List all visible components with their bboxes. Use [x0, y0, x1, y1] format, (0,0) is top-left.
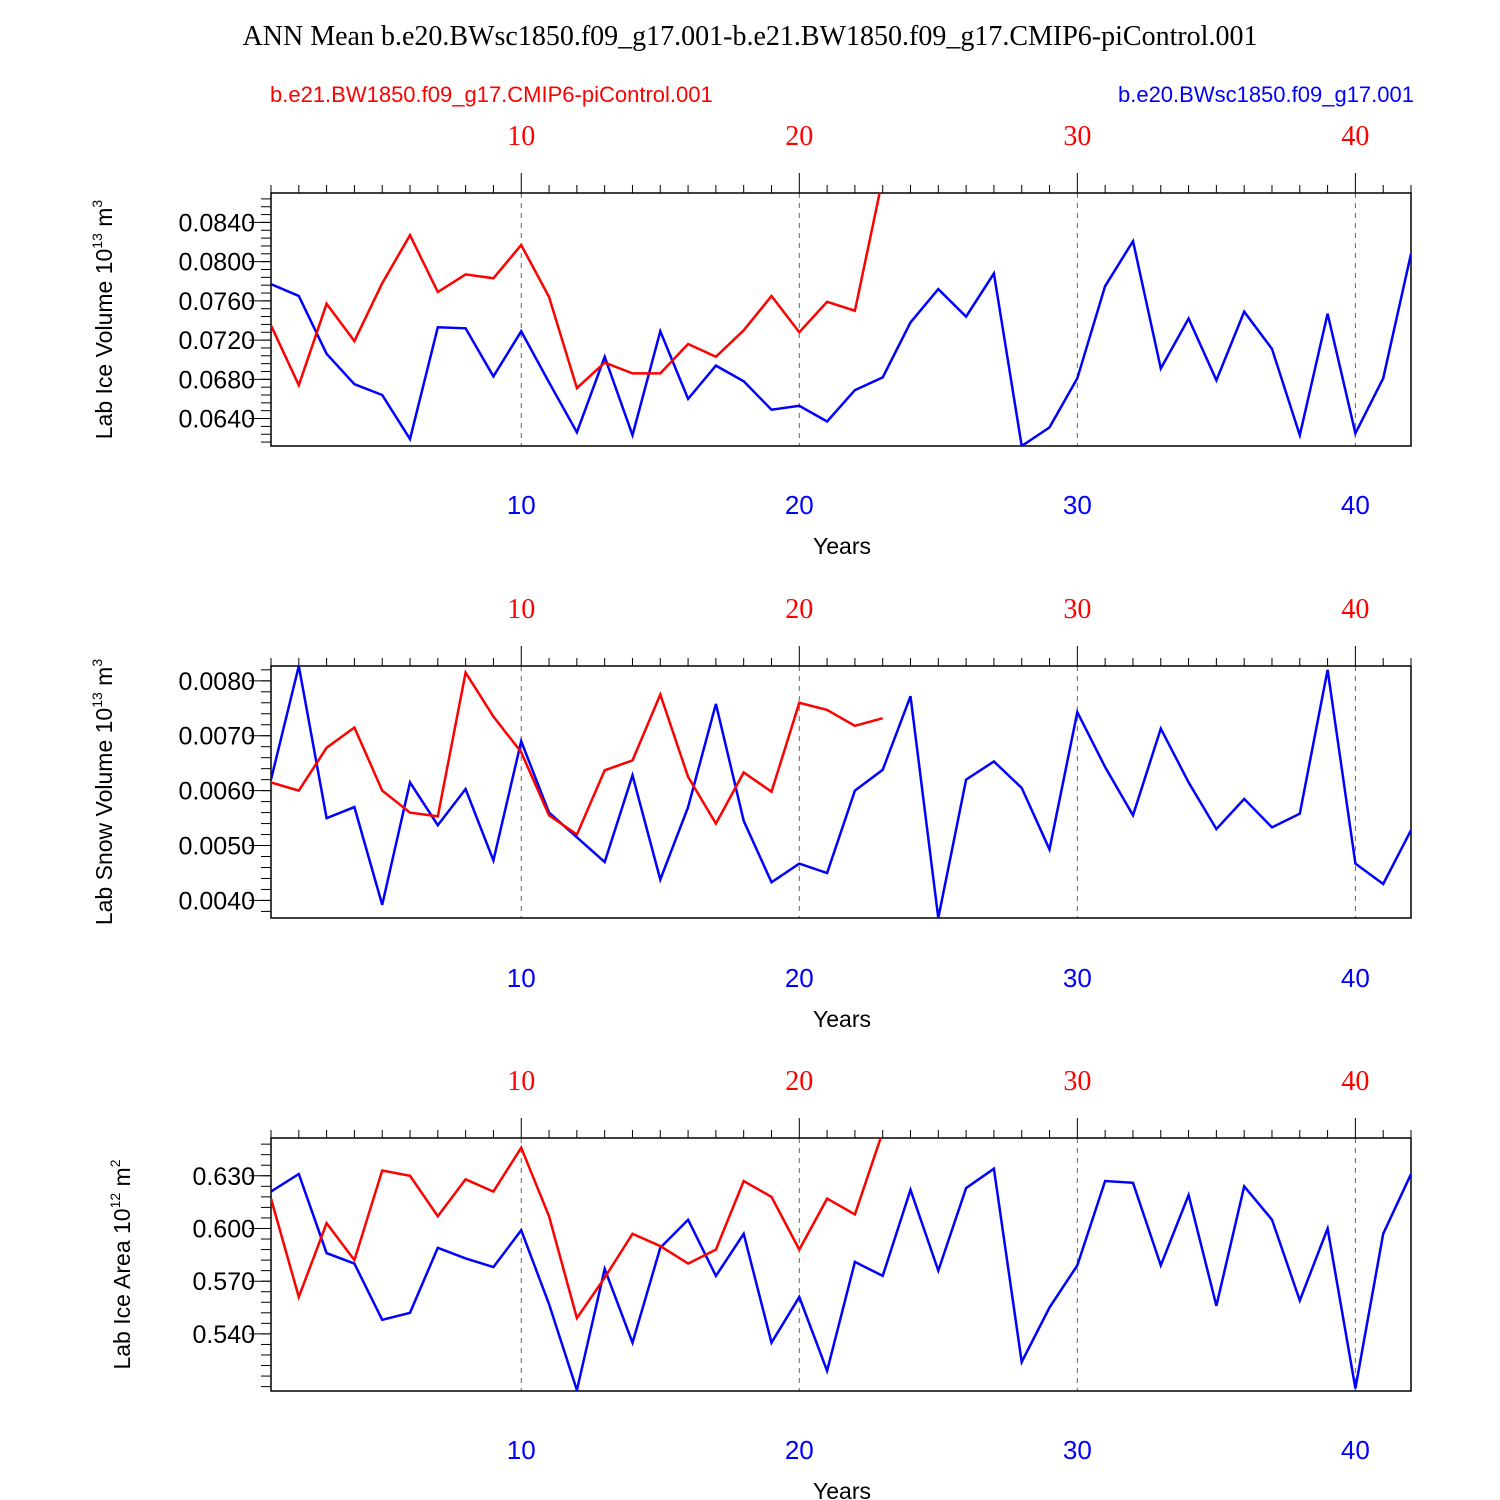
top-x-tick-label: 30: [1063, 594, 1091, 625]
bottom-x-tick-label: 20: [785, 490, 814, 520]
bottom-x-tick-label: 30: [1063, 490, 1092, 520]
series-line-blue: [271, 666, 1411, 918]
bottom-x-tick-label: 10: [507, 490, 536, 520]
y-tick-label: 0.570: [192, 1268, 255, 1296]
top-x-tick-label: 20: [785, 594, 813, 625]
series-line-red: [271, 193, 881, 391]
top-x-tick-label: 10: [507, 1066, 535, 1097]
plot-frame: [270, 665, 1412, 919]
y-tick-label: 0.0050: [179, 833, 255, 861]
y-tick-label: 0.0070: [179, 723, 255, 751]
y-tick-label: 0.0720: [179, 327, 255, 355]
bottom-x-tick-label: 30: [1063, 963, 1092, 993]
y-axis-label: Lab Ice Volume 1013 m3: [89, 200, 117, 440]
top-x-tick-label: 20: [785, 1066, 813, 1097]
legend-blue-series: b.e20.BWsc1850.f09_g17.001: [1118, 82, 1414, 107]
series-line-blue: [271, 1166, 1411, 1391]
top-x-tick-label: 30: [1063, 121, 1091, 152]
x-axis-label: Years: [813, 1006, 871, 1032]
y-tick-label: 0.0080: [179, 668, 255, 696]
x-axis-label: Years: [813, 1478, 871, 1500]
panel-3: 0.540 0.570 0.600 0.630 10 20 30 40 10 20 30 40 Year…: [107, 1066, 1412, 1500]
y-tick-label: 0.0640: [179, 406, 255, 434]
top-x-tick-label: 20: [785, 121, 813, 152]
series-line-red: [271, 669, 884, 837]
panel-1: 0.0640 0.0680 0.0720 0.0760 0.0800 0.0840 10 20…: [89, 121, 1412, 559]
bottom-x-tick-label: 10: [507, 963, 536, 993]
bottom-x-tick-label: 40: [1341, 490, 1370, 520]
chart-title: ANN Mean b.e20.BWsc1850.f09_g17.001-b.e2…: [243, 21, 1258, 52]
plot-frame: [270, 1137, 1412, 1392]
y-tick-label: 0.0040: [179, 887, 255, 915]
bottom-x-tick-label: 20: [785, 963, 814, 993]
series-group: [271, 1138, 1411, 1391]
bottom-x-tick-label: 30: [1063, 1435, 1092, 1465]
bottom-x-tick-label: 20: [785, 1435, 814, 1465]
y-axis-label: Lab Ice Area 1012 m2: [107, 1159, 135, 1369]
y-tick-label: 0.540: [192, 1321, 255, 1349]
y-tick-label: 0.0840: [179, 209, 255, 237]
series-group: [271, 193, 1411, 446]
top-x-tick-label: 40: [1341, 1066, 1369, 1097]
series-group: [271, 666, 1411, 918]
y-tick-label: 0.0060: [179, 778, 255, 806]
bottom-x-tick-label: 40: [1341, 1435, 1370, 1465]
plot-frame: [270, 192, 1412, 447]
top-x-tick-label: 10: [507, 594, 535, 625]
y-tick-label: 0.0680: [179, 366, 255, 394]
series-line-blue: [271, 237, 1411, 446]
bottom-x-tick-label: 10: [507, 1435, 536, 1465]
y-tick-label: 0.0760: [179, 288, 255, 316]
series-line-red: [271, 1138, 882, 1322]
panel-2: 0.0040 0.0050 0.0060 0.0070 0.0080 10 20 30 40 10…: [89, 594, 1412, 1032]
top-x-tick-label: 40: [1341, 594, 1369, 625]
y-tick-label: 0.600: [192, 1215, 255, 1243]
top-x-tick-label: 30: [1063, 1066, 1091, 1097]
top-x-tick-label: 10: [507, 121, 535, 152]
y-axis-label: Lab Snow Volume 1013 m3: [89, 659, 117, 926]
y-tick-label: 0.0800: [179, 249, 255, 277]
bottom-x-tick-label: 40: [1341, 963, 1370, 993]
x-axis-label: Years: [813, 533, 871, 559]
legend-red-series: b.e21.BW1850.f09_g17.CMIP6-piControl.001: [270, 82, 713, 107]
y-tick-label: 0.630: [192, 1163, 255, 1191]
panels: 0.0640 0.0680 0.0720 0.0760 0.0800 0.0840 10 20…: [89, 121, 1412, 1500]
top-x-tick-label: 40: [1341, 121, 1369, 152]
